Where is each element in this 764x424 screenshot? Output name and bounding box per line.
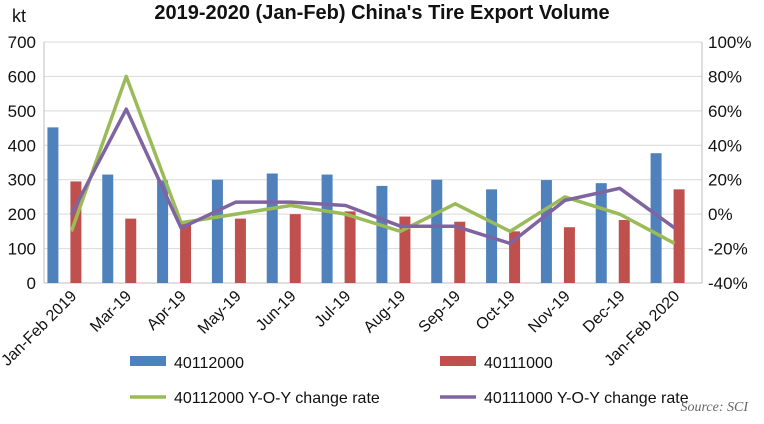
y2-tick-label: -20% (708, 240, 748, 259)
y-tick-label: 700 (8, 33, 36, 52)
bar-40112000 (650, 153, 662, 283)
y2-tick-label: 100% (708, 33, 751, 52)
bar-40112000 (376, 185, 388, 283)
y2-tick-label: -40% (708, 274, 748, 293)
source-note: Source: SCI (680, 400, 748, 415)
bar-40111000 (454, 221, 466, 283)
x-tick-label: Apr-19 (144, 288, 190, 334)
bar-40111000 (344, 211, 356, 283)
y2-tick-label: 80% (708, 67, 742, 86)
y-tick-label: 100 (8, 240, 36, 259)
y-tick-label: 600 (8, 67, 36, 86)
bar-40111000 (509, 231, 521, 283)
y2-tick-label: 0% (708, 205, 733, 224)
y-tick-label: 400 (8, 136, 36, 155)
y2-tick-label: 40% (708, 136, 742, 155)
y-tick-label: 500 (8, 102, 36, 121)
chart-title: 2019-2020 (Jan-Feb) China's Tire Export … (154, 2, 610, 24)
legend-swatch (130, 356, 166, 366)
y-axis-unit: kt (12, 6, 27, 26)
y-tick-label: 300 (8, 171, 36, 190)
bar-40111000 (399, 216, 411, 283)
y-tick-label: 0 (27, 274, 36, 293)
x-tick-label: Mar-19 (87, 288, 135, 336)
legend-label: 40112000 (174, 355, 244, 372)
bar-40112000 (157, 180, 169, 283)
bar-40111000 (289, 214, 301, 283)
line-series (69, 107, 676, 246)
bar-40112000 (47, 127, 59, 283)
legend-label: 40112000 Y-O-Y change rate (174, 390, 380, 407)
x-tick-label: Sep-19 (416, 288, 465, 337)
bar-40112000 (595, 183, 607, 283)
legend-swatch (440, 356, 476, 366)
bar-40111000 (673, 189, 685, 283)
bar-40111000 (618, 219, 630, 283)
x-tick-label: Jan-Feb 2019 (0, 288, 80, 370)
bar-40112000 (540, 180, 552, 283)
bar-40112000 (266, 173, 278, 283)
bar-40111000 (180, 222, 192, 283)
x-tick-label: Aug-19 (361, 288, 410, 337)
legend-label: 40111000 (484, 355, 553, 372)
bar-40111000 (234, 218, 246, 283)
x-tick-label: Dec-19 (580, 288, 629, 337)
legend-label: 40111000 Y-O-Y change rate (484, 390, 689, 407)
y2-tick-label: 20% (708, 171, 742, 190)
x-tick-label: Jun-19 (253, 288, 300, 335)
y2-tick-label: 60% (708, 102, 742, 121)
x-tick-label: Oct-19 (473, 288, 519, 334)
bar-40111000 (563, 227, 575, 283)
bar-40112000 (211, 179, 223, 283)
x-tick-label: May-19 (195, 288, 245, 338)
y-tick-label: 200 (8, 205, 36, 224)
x-tick-label: Jul-19 (312, 288, 355, 331)
bar-40112000 (321, 174, 333, 283)
bar-40111000 (70, 181, 82, 283)
bar-40112000 (431, 179, 443, 283)
bar-40111000 (125, 218, 137, 283)
bar-40112000 (102, 174, 114, 283)
x-tick-label: Nov-19 (525, 288, 574, 337)
